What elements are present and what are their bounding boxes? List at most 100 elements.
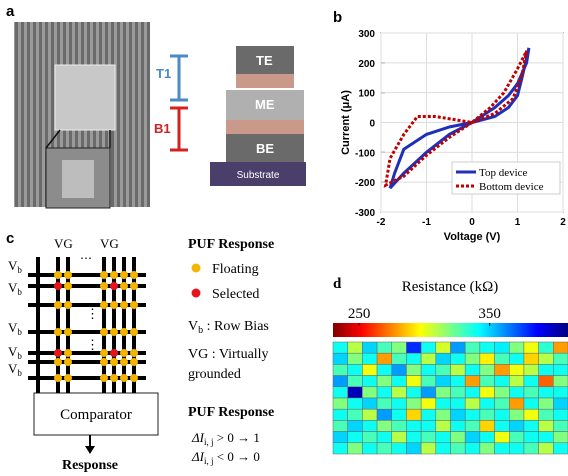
rule: ΔIi, j < 0 → 0 xyxy=(191,449,260,466)
heatmap-cell xyxy=(392,432,407,443)
heatmap-cell xyxy=(465,376,480,387)
heatmap-cell xyxy=(436,342,451,353)
heatmap-cell xyxy=(406,398,421,409)
heatmap-cell xyxy=(436,443,451,454)
junction-dot xyxy=(64,282,72,290)
junction-dot xyxy=(110,374,118,382)
heatmap-cell xyxy=(392,398,407,409)
heatmap-cell xyxy=(348,376,363,387)
heatmap-cell xyxy=(377,364,392,375)
heatmap-cell xyxy=(480,353,495,364)
heatmap-cell xyxy=(362,353,377,364)
heatmap-cell xyxy=(406,432,421,443)
heatmap-cell xyxy=(524,342,539,353)
heatmap-cell xyxy=(436,364,451,375)
row-label-sub: b xyxy=(17,287,22,297)
heatmap-cell xyxy=(348,409,363,420)
heatmap-cell xyxy=(495,364,510,375)
junction-dot xyxy=(100,328,108,336)
heatmap-cell xyxy=(539,342,554,353)
b1-line xyxy=(170,108,188,150)
heatmap-cell xyxy=(465,420,480,431)
junction-dot xyxy=(54,328,62,336)
heatmap-cell xyxy=(553,398,568,409)
heatmap-cell xyxy=(377,432,392,443)
junction-dot xyxy=(130,301,138,309)
heatmap-cell xyxy=(495,398,510,409)
panel-label: d xyxy=(333,276,342,292)
heatmap-cell xyxy=(451,342,466,353)
y-tick-label: -100 xyxy=(355,148,375,159)
heatmap-cell xyxy=(377,398,392,409)
heatmap-cell xyxy=(392,443,407,454)
heatmap-cell xyxy=(377,409,392,420)
heatmap-cell xyxy=(421,376,436,387)
heatmap-cell xyxy=(495,353,510,364)
heatmap-cell xyxy=(333,420,348,431)
junction-dot xyxy=(130,328,138,336)
heatmap-cell xyxy=(348,432,363,443)
heatmap-cell xyxy=(348,342,363,353)
heatmap-cell xyxy=(465,342,480,353)
junction-dot xyxy=(54,301,62,309)
heatmap-cell xyxy=(509,398,524,409)
legend-label: Bottom device xyxy=(479,181,544,193)
row-label-sub: b xyxy=(17,368,22,378)
junction-dot xyxy=(120,271,128,279)
layer-label: TE xyxy=(256,53,273,68)
junction-dot xyxy=(64,328,72,336)
heatmap-cell xyxy=(509,443,524,454)
row-label-sub: b xyxy=(17,351,22,361)
heatmap-cell xyxy=(421,420,436,431)
heatmap-cell xyxy=(495,432,510,443)
junction-dot xyxy=(110,328,118,336)
selected-dot xyxy=(192,289,201,298)
y-tick-label: 100 xyxy=(358,89,375,100)
heatmap-cell xyxy=(421,353,436,364)
colorbar-tick-label: 350 xyxy=(478,306,501,322)
junction-dot xyxy=(64,358,72,366)
heatmap-cell xyxy=(524,443,539,454)
heatmap-cell xyxy=(421,409,436,420)
heatmap-cell xyxy=(451,387,466,398)
heatmap-cell xyxy=(333,443,348,454)
y-axis-label: Current (μA) xyxy=(340,90,352,155)
heatmap-cell xyxy=(539,409,554,420)
junction-dot xyxy=(110,301,118,309)
junction-dot xyxy=(120,282,128,290)
heatmap-cell xyxy=(406,443,421,454)
heatmap-cell xyxy=(509,376,524,387)
junction-dot xyxy=(54,271,62,279)
heatmap-cell xyxy=(451,353,466,364)
heatmap-cell xyxy=(392,364,407,375)
heatmap-cell xyxy=(495,387,510,398)
heatmap-cell xyxy=(509,432,524,443)
colorbar-title: Resistance (kΩ) xyxy=(402,279,499,295)
heatmap-cell xyxy=(333,364,348,375)
layer xyxy=(226,120,304,134)
t1-line xyxy=(170,56,188,100)
heatmap-cell xyxy=(509,364,524,375)
junction-dot xyxy=(64,349,72,357)
arrow-head xyxy=(85,446,95,454)
colorbar-tick-label: 250 xyxy=(348,306,371,322)
junction-dot xyxy=(120,301,128,309)
row-label: Vb xyxy=(8,320,22,337)
junction-dot xyxy=(130,374,138,382)
heatmap-cell xyxy=(348,420,363,431)
column-label: VG xyxy=(100,236,119,251)
junction-dot xyxy=(120,374,128,382)
row-label: Vb xyxy=(8,344,22,361)
junction-dot xyxy=(54,282,62,290)
junction-dot xyxy=(54,349,62,357)
heatmap-cell xyxy=(509,409,524,420)
heatmap-cell xyxy=(392,387,407,398)
response-label: Response xyxy=(62,458,118,473)
panel-label: c xyxy=(6,230,14,247)
heatmap-cell xyxy=(333,353,348,364)
heatmap-cell xyxy=(348,443,363,454)
heatmap-cell xyxy=(362,398,377,409)
heatmap-cell xyxy=(509,387,524,398)
heatmap-cell xyxy=(509,353,524,364)
heatmap-cell xyxy=(524,398,539,409)
